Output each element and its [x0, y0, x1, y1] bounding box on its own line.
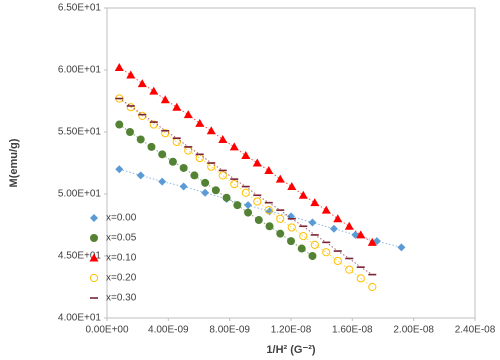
legend-label: x=0.20 — [106, 273, 137, 284]
point — [308, 218, 317, 227]
point — [254, 216, 263, 225]
point — [126, 70, 136, 79]
x-tick-label: 2.40E-08 — [455, 325, 496, 336]
point — [195, 118, 205, 127]
point — [333, 256, 342, 266]
x-tick-label: 1.60E-08 — [332, 325, 373, 336]
x-tick-label: 4.00E-09 — [148, 325, 189, 336]
point — [299, 232, 308, 241]
y-tick-label: 6.50E+01 — [58, 3, 102, 14]
point — [206, 126, 216, 135]
point — [218, 171, 227, 180]
point — [147, 142, 156, 151]
point — [333, 214, 343, 223]
point — [179, 182, 188, 191]
point — [241, 151, 251, 160]
point — [172, 137, 181, 147]
point — [367, 237, 377, 246]
point — [276, 214, 285, 223]
trend-line — [119, 168, 402, 248]
x-axis-title: 1/H² (G⁻²) — [266, 344, 316, 356]
legend-marker — [90, 234, 98, 242]
legend-label: x=0.00 — [106, 213, 137, 224]
point — [310, 240, 319, 249]
point — [222, 193, 231, 202]
point — [229, 142, 239, 151]
point — [275, 174, 285, 183]
point — [344, 221, 354, 230]
point — [321, 205, 331, 214]
point — [179, 163, 188, 172]
legend-label: x=0.10 — [106, 253, 137, 264]
point — [201, 178, 210, 187]
point — [183, 110, 193, 119]
point — [218, 134, 228, 143]
point — [201, 188, 210, 197]
y-tick-label: 5.50E+01 — [58, 127, 102, 138]
point — [244, 201, 253, 210]
point — [136, 171, 145, 180]
point — [345, 265, 354, 274]
point — [287, 182, 297, 191]
point — [253, 197, 262, 206]
point — [264, 206, 273, 215]
point — [230, 179, 239, 189]
point — [115, 165, 124, 174]
point — [287, 223, 296, 232]
point — [322, 248, 331, 257]
point — [356, 230, 366, 239]
point — [115, 120, 124, 129]
point — [244, 208, 253, 217]
x-tick-label: 8.00E-09 — [209, 325, 250, 336]
y-tick-label: 4.50E+01 — [58, 251, 102, 262]
point — [126, 128, 134, 136]
point — [310, 198, 320, 207]
point — [297, 244, 306, 253]
point — [136, 135, 145, 144]
point — [172, 102, 182, 111]
point — [126, 103, 135, 112]
point — [356, 274, 365, 283]
legend-marker — [90, 214, 98, 222]
point — [160, 95, 170, 104]
point — [195, 153, 204, 163]
y-tick-label: 4.00E+01 — [58, 313, 102, 324]
x-tick-label: 1.20E-08 — [271, 325, 312, 336]
x-tick-label: 2.00E-08 — [393, 325, 434, 336]
point — [252, 158, 262, 167]
x-tick-label: 0.00E+00 — [85, 325, 129, 336]
legend-label: x=0.05 — [106, 233, 137, 244]
point — [190, 171, 199, 180]
legend-label: x=0.30 — [106, 293, 137, 304]
point — [264, 165, 274, 174]
point — [168, 157, 177, 166]
point — [276, 229, 285, 238]
point — [114, 63, 124, 72]
y-axis-title: M(emu/g) — [8, 138, 20, 187]
point — [397, 243, 406, 252]
legend-marker — [89, 253, 99, 262]
point — [298, 190, 308, 199]
point — [211, 186, 220, 195]
point — [368, 282, 377, 292]
point — [158, 177, 167, 186]
point — [137, 79, 147, 88]
point — [158, 150, 167, 159]
plot-frame — [106, 7, 476, 319]
point — [265, 222, 274, 231]
point — [138, 111, 147, 120]
trend-line — [118, 98, 373, 288]
point — [241, 188, 250, 197]
y-tick-label: 6.00E+01 — [58, 65, 102, 76]
point — [287, 237, 295, 246]
legend-marker — [89, 273, 99, 283]
point — [308, 252, 317, 260]
point — [233, 201, 242, 210]
y-tick-label: 5.00E+01 — [58, 189, 102, 200]
point — [329, 224, 338, 233]
point — [207, 162, 216, 171]
point — [184, 146, 193, 155]
point — [149, 86, 159, 95]
